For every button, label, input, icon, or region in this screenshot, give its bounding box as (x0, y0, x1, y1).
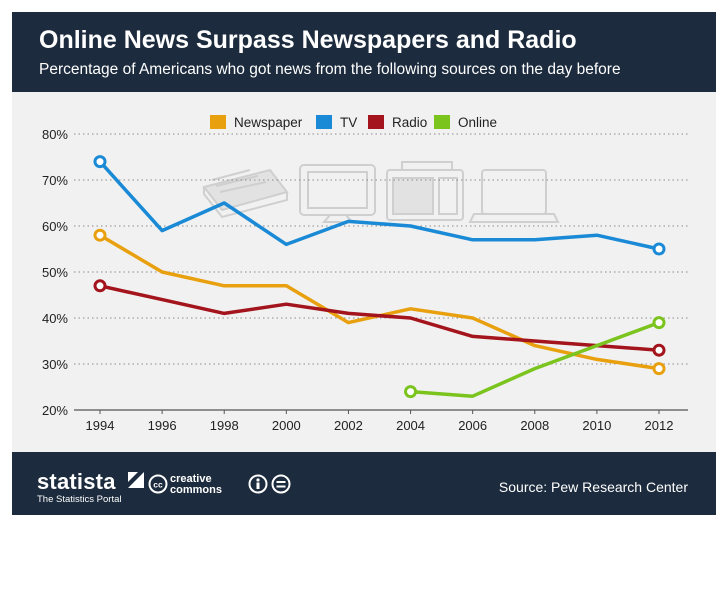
legend-label: Online (458, 115, 497, 130)
no-derivatives-icon (271, 474, 291, 494)
x-tick-label: 1998 (210, 418, 239, 433)
line-chart: 20% 30% 40% 50% 60% 70% 80% 1994 1996 1998 2000 200… (42, 115, 688, 433)
y-tick-label: 70% (42, 173, 68, 188)
x-tick-label: 2006 (458, 418, 487, 433)
legend-swatch (316, 115, 332, 129)
series-marker-online-start (404, 385, 418, 399)
legend-label: TV (340, 115, 357, 130)
legend-item-online: Online (434, 115, 497, 130)
legend-label: Radio (392, 115, 427, 130)
legend-item-radio: Radio (368, 115, 427, 130)
legend-item-tv: TV (316, 115, 357, 130)
x-tick-label: 2008 (520, 418, 549, 433)
series-line-tv (98, 159, 661, 251)
cc-icon (148, 474, 168, 494)
cc-text-top: creative (170, 473, 212, 485)
series-marker-tv-start (93, 155, 107, 169)
y-tick-label: 30% (42, 357, 68, 372)
statista-logo-text: statista (37, 469, 116, 494)
series-marker-radio-start (93, 279, 107, 293)
legend-label: Newspaper (234, 115, 303, 130)
source-note: Source: Pew Research Center (498, 479, 688, 495)
newspaper-icon (202, 168, 289, 219)
x-tick-label: 1996 (148, 418, 177, 433)
creative-commons-badge: cc creative commons (148, 473, 291, 496)
y-tick-label: 20% (42, 403, 68, 418)
series-marker-online-end (652, 316, 666, 330)
cc-text-bottom: commons (170, 484, 222, 496)
x-tick-label: 2002 (334, 418, 363, 433)
statista-tagline: The Statistics Portal (37, 494, 122, 505)
legend-swatch (368, 115, 384, 129)
series-line-online (408, 320, 661, 398)
chart-card: Online News Surpass Newspapers and Radio… (12, 12, 716, 515)
attribution-icon (248, 474, 268, 494)
radio-icon (386, 161, 464, 221)
chart-title: Online News Surpass Newspapers and Radio (39, 26, 577, 54)
y-tick-label: 50% (42, 265, 68, 280)
y-tick-label: 80% (42, 127, 68, 142)
laptop-icon (468, 169, 560, 223)
footer: statista The Statistics Portal cc creati… (12, 452, 716, 515)
legend-swatch (434, 115, 450, 129)
y-tick-label: 60% (42, 219, 68, 234)
y-tick-label: 40% (42, 311, 68, 326)
series-marker-newspaper-start (93, 228, 107, 242)
x-tick-label: 1994 (86, 418, 115, 433)
header: Online News Surpass Newspapers and Radio… (12, 12, 716, 92)
x-tick-label: 2000 (272, 418, 301, 433)
legend-swatch (210, 115, 226, 129)
series-line-newspaper (98, 233, 661, 371)
legend-item-newspaper: Newspaper (210, 115, 303, 130)
series-marker-radio-end (652, 343, 666, 357)
x-tick-label: 2010 (582, 418, 611, 433)
tv-icon (299, 164, 376, 223)
x-tick-label: 2012 (645, 418, 674, 433)
statista-logo-icon (128, 472, 144, 488)
svg-text:cc: cc (153, 480, 163, 490)
series-line-radio (98, 284, 661, 352)
series-marker-newspaper-end (652, 362, 666, 376)
chart-subtitle: Percentage of Americans who got news fro… (39, 61, 621, 78)
series-marker-tv-end (652, 242, 666, 256)
x-tick-label: 2004 (396, 418, 425, 433)
plot-area: 20% 30% 40% 50% 60% 70% 80% 1994 1996 1998 2000 200… (12, 92, 716, 452)
